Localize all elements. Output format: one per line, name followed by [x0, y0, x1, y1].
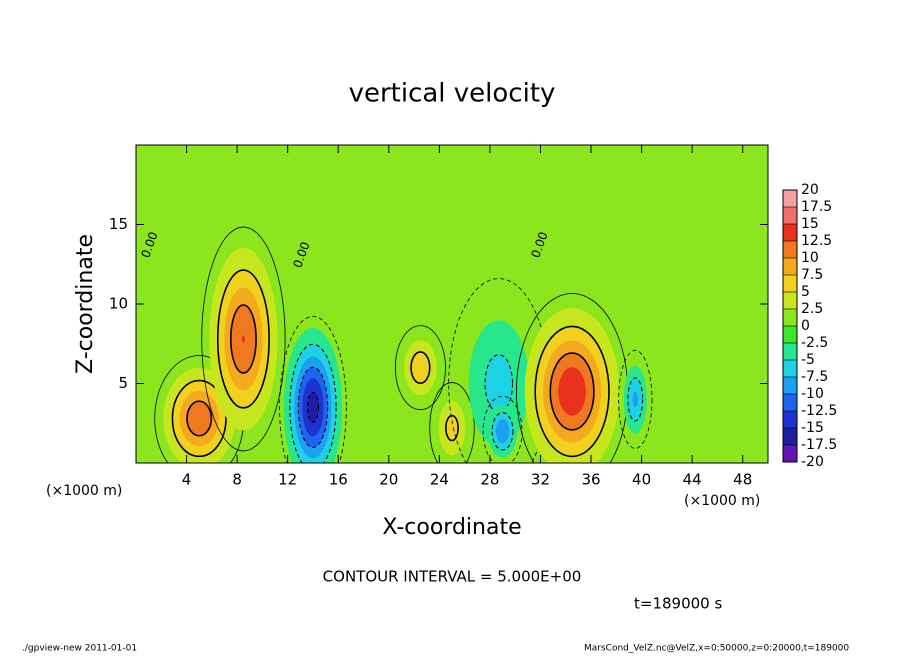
x-tick-label: 20 — [379, 471, 398, 489]
contour-line — [534, 325, 610, 458]
colorbar-segment — [783, 326, 797, 343]
contour-line — [186, 400, 213, 437]
x-tick-label: 8 — [232, 471, 242, 489]
feature-peak — [495, 378, 502, 389]
x-tick-label: 40 — [632, 471, 651, 489]
feature-peak — [241, 335, 246, 343]
colorbar-label: -17.5 — [801, 437, 837, 453]
colorbar-label: -12.5 — [801, 403, 837, 419]
y-axis-label: Z-coordinate — [73, 234, 98, 374]
contour-line — [484, 354, 514, 413]
colorbar-label: -10 — [801, 386, 824, 402]
contour-line — [229, 304, 257, 374]
x-unit-label: (×1000 m) — [684, 493, 760, 509]
x-tick-label: 24 — [430, 471, 449, 489]
colorbar-segment — [783, 190, 797, 207]
colorbar-label: -20 — [801, 454, 824, 470]
x-tick-label: 48 — [733, 471, 752, 489]
colorbar-label: 15 — [801, 216, 819, 232]
x-axis-label: X-coordinate — [382, 515, 521, 540]
feature — [482, 395, 523, 463]
feature — [516, 293, 629, 463]
colorbar-label: 12.5 — [801, 233, 832, 249]
colorbar-label: -2.5 — [801, 335, 828, 351]
feature-peak — [570, 388, 575, 395]
feature-peak — [197, 416, 202, 421]
feature-peak — [501, 429, 504, 433]
colorbar-segment — [783, 445, 797, 462]
colorbar-label: -5 — [801, 352, 815, 368]
footer-right: MarsCond_VelZ.nc@VelZ,x=0:50000,z=0:2000… — [584, 644, 849, 654]
x-tick-label: 28 — [480, 471, 499, 489]
field — [136, 145, 768, 463]
contour-line — [410, 351, 431, 385]
x-tick-label: 4 — [182, 471, 192, 489]
feature — [201, 226, 286, 452]
feature-peak — [311, 404, 315, 410]
colorbar-segment — [783, 309, 797, 326]
colorbar-segment — [783, 275, 797, 292]
contour-line — [307, 391, 319, 423]
contour-line — [429, 382, 475, 463]
colorbar-label: 7.5 — [801, 267, 823, 283]
contour-interval: CONTOUR INTERVAL = 5.000E+00 — [323, 568, 582, 586]
colorbar-label: 10 — [801, 250, 819, 266]
contour-line — [297, 366, 329, 448]
contour-line — [482, 395, 523, 463]
colorbar-segment — [783, 428, 797, 445]
contour-line — [171, 379, 227, 458]
contour-line — [279, 316, 347, 463]
feature-peak — [450, 425, 454, 431]
chart-title: vertical velocity — [349, 79, 556, 109]
colorbar-segment — [783, 292, 797, 309]
contour-line — [216, 269, 270, 409]
y-tick-label: 10 — [109, 295, 128, 313]
colorbar-label: 5 — [801, 284, 810, 300]
y-tick-label: 15 — [109, 215, 128, 233]
contour-line — [445, 414, 459, 442]
x-tick-label: 36 — [581, 471, 600, 489]
contour-line — [394, 325, 446, 410]
feature — [279, 316, 347, 463]
colorbar-label: 0 — [801, 318, 810, 334]
x-tick-label: 16 — [329, 471, 348, 489]
contour-line — [618, 350, 653, 449]
colorbar-segment — [783, 411, 797, 428]
contour-line — [491, 411, 514, 451]
colorbar-segment — [783, 360, 797, 377]
colorbar-segment — [783, 224, 797, 241]
colorbar-segment — [783, 241, 797, 258]
feature-peak — [419, 365, 422, 370]
contour-line — [289, 343, 337, 463]
footer-left: ./gpview-new 2011-01-01 — [22, 644, 137, 654]
colorbar-segment — [783, 343, 797, 360]
colorbar-label: 2.5 — [801, 301, 823, 317]
colorbar-segment — [783, 207, 797, 224]
x-tick-label: 12 — [278, 471, 297, 489]
feature — [394, 325, 446, 410]
x-unit-label: (×1000 m) — [46, 483, 122, 499]
contour-line — [201, 226, 286, 452]
contour-line — [627, 377, 644, 422]
y-tick-label: 5 — [118, 374, 128, 392]
time-label: t=189000 s — [634, 595, 722, 613]
colorbar-segment — [783, 258, 797, 275]
colorbar-segment — [783, 394, 797, 411]
x-tick-label: 32 — [531, 471, 550, 489]
x-tick-label: 44 — [683, 471, 702, 489]
colorbar-label: -15 — [801, 420, 824, 436]
colorbar-label: 17.5 — [801, 199, 832, 215]
feature — [618, 350, 653, 449]
colorbar-label: -7.5 — [801, 369, 828, 385]
colorbar-label: 20 — [801, 182, 819, 198]
contour-line — [549, 352, 595, 431]
feature-peak — [634, 397, 637, 402]
colorbar-segment — [783, 377, 797, 394]
